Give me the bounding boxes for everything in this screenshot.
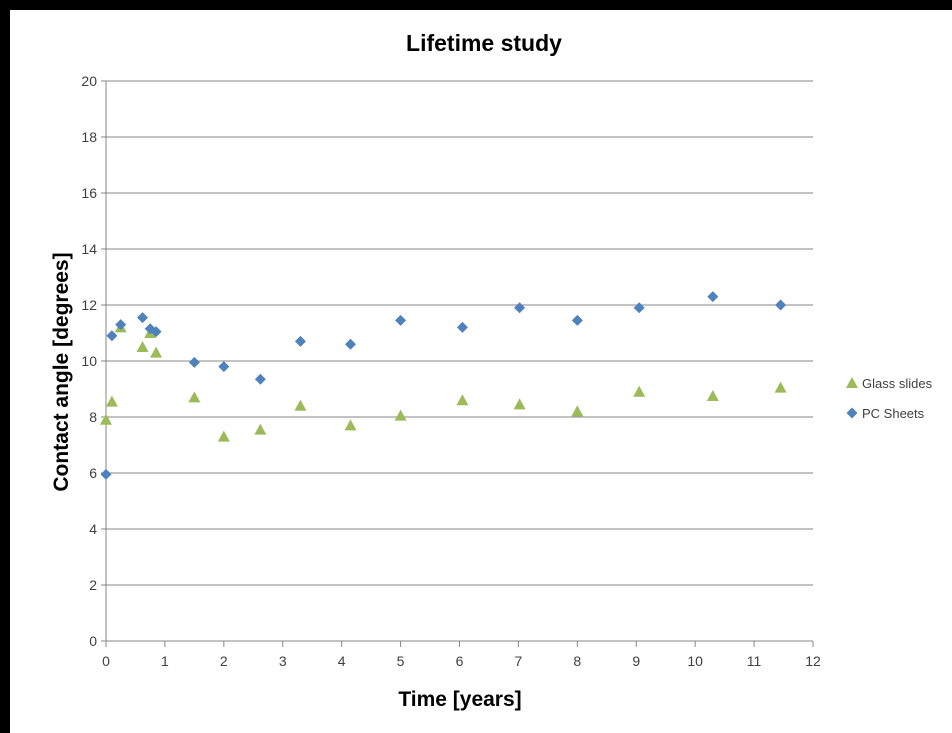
pc-sheets-point	[633, 302, 645, 314]
pc-sheets-point	[571, 314, 583, 326]
glass-slides-point	[633, 385, 646, 397]
pc-sheets-point	[218, 361, 230, 373]
legend-marker-diamond	[846, 407, 858, 419]
x-tick-label: 10	[687, 653, 703, 669]
x-axis-title: Time [years]	[398, 688, 521, 711]
x-tick-label: 8	[573, 653, 581, 669]
glass-slides-point	[254, 423, 267, 435]
y-tick-labels: 0 2 4 6 8 10 12 14 16 18 20	[81, 73, 97, 649]
y-tick-label: 16	[81, 185, 97, 201]
pc-sheets-point	[707, 291, 719, 303]
y-tick-label: 10	[81, 353, 97, 369]
x-tick-label: 7	[515, 653, 523, 669]
pc-sheets-point	[514, 302, 526, 314]
y-tick-label: 20	[81, 73, 97, 89]
x-tick-label: 6	[456, 653, 464, 669]
y-tick-label: 12	[81, 297, 97, 313]
glass-slides-point	[513, 398, 526, 410]
y-tick-label: 2	[89, 577, 97, 593]
y-tick-label: 14	[81, 241, 97, 257]
pc-sheets-point	[150, 326, 162, 338]
pc-sheets-point	[100, 468, 112, 480]
glass-slides-point	[100, 413, 112, 425]
y-tick-label: 18	[81, 129, 97, 145]
pc-sheets-point	[188, 356, 200, 368]
glass-slides-point	[774, 381, 787, 393]
y-tick-label: 8	[89, 409, 97, 425]
series-pc-sheets	[100, 291, 787, 480]
y-axis-title: Contact angle [degrees]	[50, 252, 73, 491]
glass-slides-point	[344, 419, 357, 431]
glass-slides-point	[136, 341, 149, 352]
data-points	[100, 291, 787, 480]
x-tick-labels: 0 1 2 3 4 5 6 7 8 9 10 11 12	[102, 653, 821, 669]
series-glass-slides	[100, 321, 787, 442]
y-tick-label: 0	[89, 633, 97, 649]
pc-sheets-point	[294, 335, 306, 347]
glass-slides-point	[294, 399, 307, 411]
x-tick-label: 3	[279, 653, 287, 669]
x-tick-label: 11	[747, 653, 762, 669]
pc-sheets-point	[254, 373, 266, 385]
pc-sheets-point	[456, 321, 468, 333]
glass-slides-point	[105, 395, 118, 407]
glass-slides-point	[456, 394, 469, 406]
chart-title: Lifetime study	[406, 30, 562, 56]
legend-marker-triangle	[846, 377, 858, 388]
glass-slides-point	[188, 391, 201, 403]
y-tick-label: 4	[89, 521, 97, 537]
pc-sheets-point	[395, 314, 407, 326]
legend: Glass slides PC Sheets	[846, 376, 933, 421]
glass-slides-point	[571, 405, 584, 417]
pc-sheets-point	[115, 319, 127, 331]
axes	[101, 80, 814, 647]
pc-sheets-point	[345, 338, 357, 350]
legend-label: Glass slides	[862, 376, 933, 391]
x-tick-label: 12	[805, 653, 821, 669]
x-tick-label: 1	[161, 653, 169, 669]
gridlines	[106, 80, 813, 586]
x-tick-label: 9	[632, 653, 640, 669]
pc-sheets-point	[106, 330, 118, 342]
x-tick-label: 4	[338, 653, 346, 669]
glass-slides-point	[394, 409, 407, 421]
x-tick-label: 5	[397, 653, 405, 669]
pc-sheets-point	[137, 312, 149, 324]
glass-slides-point	[217, 430, 230, 442]
pc-sheets-point	[775, 299, 787, 311]
legend-label: PC Sheets	[862, 406, 925, 421]
y-tick-label: 6	[89, 465, 97, 481]
x-tick-label: 0	[102, 653, 110, 669]
glass-slides-point	[150, 346, 163, 358]
glass-slides-point	[706, 390, 719, 401]
x-tick-label: 2	[220, 653, 228, 669]
